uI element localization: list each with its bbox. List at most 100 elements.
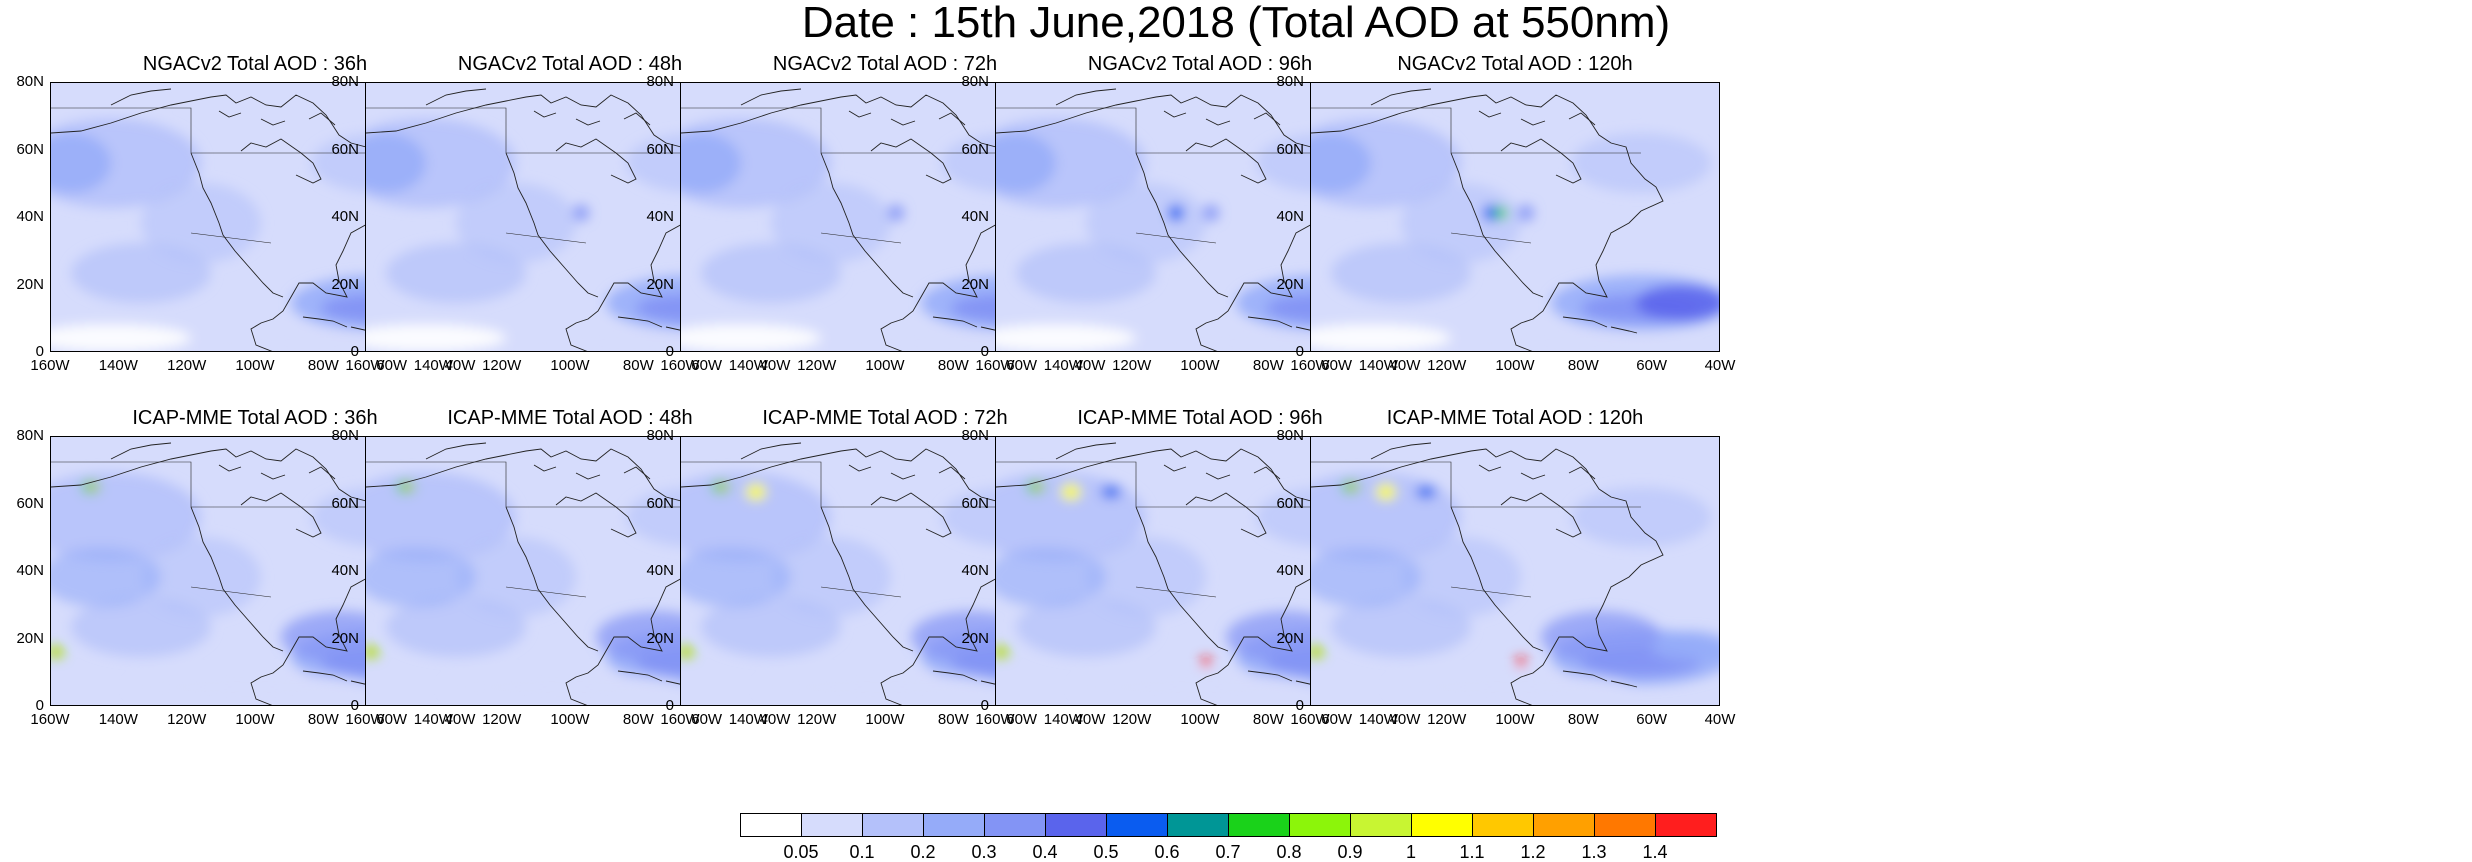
latitude-tick-label: 80N [331,73,359,90]
colorbar-label: 0.7 [1215,842,1241,862]
coastline [1610,680,1638,688]
longitude-tick-label: 60W [376,357,408,374]
border-line [681,461,822,507]
coastline [740,88,802,106]
aod-contour [1541,611,1661,663]
longitude-tick-label: 140W [1358,357,1398,374]
panel-title: ICAP-MME Total AOD : 36h [132,407,378,429]
aod-contour [131,673,371,701]
latitude-tick-label: 20N [16,629,44,647]
coastline [533,464,557,472]
aod-contour [446,673,686,701]
map-panel: NGACv2 Total AOD : 120h 80N 60N 40N 20N 0 160W… [1260,52,1735,397]
aod-contour [1203,205,1219,221]
latitude-tick-label: 60N [1276,494,1304,512]
latitude-tick-label: 40N [646,208,674,225]
coastline [1163,464,1187,472]
aod-contour [1451,333,1691,351]
longitude-tick-label: 60W [1006,357,1038,374]
coastline [308,466,336,480]
colorbar-label: 0.5 [1093,842,1119,862]
longitude-tick-label: 120W [482,357,522,374]
border-line [51,107,192,153]
aod-contour [1376,484,1396,500]
aod-contour [1401,537,1521,617]
aod-contour [1571,487,1711,547]
longitude-tick-label: 100W [1180,711,1220,728]
longitude-tick-label: 120W [167,357,207,374]
latitude-tick-label: 0 [35,697,44,714]
aod-contour [51,89,161,117]
coastline [1568,466,1596,480]
longitude-tick-label: 40W [759,357,791,374]
latitude-tick-label: 80N [961,73,989,90]
colorbar-swatch [923,813,985,837]
aod-contour [996,89,1106,117]
latitude-tick-label: 80N [1276,427,1304,444]
aod-contour [1311,547,1421,607]
coastline [1205,118,1231,126]
aod-contour [366,89,476,117]
latitude-tick-label: 20N [16,275,44,293]
coastline [110,88,172,106]
figure-title: Date : 15th June,2018 (Total AOD at 550n… [801,0,1671,47]
latitude-tick-label: 60N [16,494,44,512]
colorbar-label: 0.2 [910,842,936,862]
aod-contour [404,484,412,490]
colorbar-label: 0.05 [783,842,819,862]
aod-contour [771,183,891,263]
coastline [890,118,916,126]
longitude-tick-label: 140W [98,711,138,728]
longitude-tick-label: 80W [1567,711,1599,728]
latitude-tick-label: 40N [1276,562,1304,579]
aod-contour [719,484,727,490]
latitude-tick-label: 80N [1276,73,1304,90]
longitude-tick-label: 60W [691,711,723,728]
aod-contour [681,89,791,117]
coastline [932,670,978,682]
longitude-tick-label: 40W [1389,357,1421,374]
panel-title: ICAP-MME Total AOD : 120h [1386,407,1644,429]
border-line [1135,586,1217,598]
coastline [1450,506,1544,652]
longitude-tick-label: 100W [550,357,590,374]
coastline [1247,316,1293,328]
longitude-tick-label: 100W [1495,357,1535,374]
aod-field [1311,437,1719,705]
longitude-tick-label: 140W [1043,357,1083,374]
longitude-tick-label: 160W [975,357,1015,374]
coastline [505,152,599,298]
border-line [996,461,1137,507]
aod-contour [89,484,97,490]
aod-map [1310,82,1720,352]
coastline [1247,670,1293,682]
coastline [848,464,872,472]
border-line [505,586,587,598]
colorbar-swatch [1350,813,1412,837]
longitude-tick-label: 60W [1321,357,1353,374]
aod-contour [1651,85,1719,121]
longitude-tick-label: 60W [1006,711,1038,728]
longitude-tick-label: 100W [235,711,275,728]
longitude-tick-label: 160W [660,711,700,728]
aod-contour [366,133,426,193]
longitude-tick-label: 140W [728,711,768,728]
border-line [1311,461,1452,507]
longitude-tick-label: 80W [1252,357,1284,374]
latitude-tick-label: 80N [961,427,989,444]
aod-contour [1311,133,1371,193]
aod-contour [1349,484,1357,490]
panel-title: ICAP-MME Total AOD : 72h [762,407,1008,429]
longitude-tick-label: 100W [865,357,905,374]
colorbar-swatch [984,813,1046,837]
coastline [938,112,966,126]
longitude-tick-label: 140W [728,357,768,374]
longitude-tick-label: 80W [307,711,339,728]
coastline [1610,326,1638,334]
coastline [1055,88,1117,106]
longitude-tick-label: 120W [1427,711,1467,728]
latitude-tick-label: 20N [1276,275,1304,293]
coastline [308,112,336,126]
colorbar-label: 1.3 [1581,842,1607,862]
aod-contour [51,133,111,193]
